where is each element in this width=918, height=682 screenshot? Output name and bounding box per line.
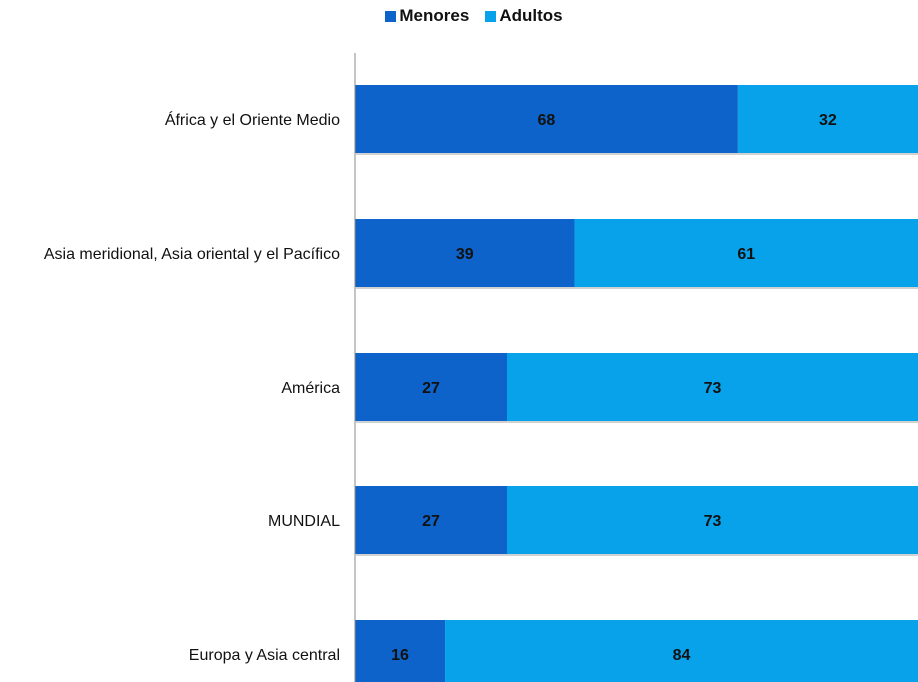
- category-label-3: MUNDIAL: [268, 513, 340, 530]
- data-label-menores-0: 68: [538, 112, 556, 129]
- category-label-1: Asia meridional, Asia oriental y el Pací…: [44, 246, 340, 263]
- data-label-adultos-3: 73: [704, 513, 722, 530]
- bar-adultos-4: [445, 620, 918, 682]
- legend-label-adultos: Adultos: [499, 6, 563, 25]
- legend-item-adultos: Adultos: [485, 6, 563, 26]
- data-label-adultos-4: 84: [673, 647, 691, 664]
- data-label-menores-2: 27: [422, 380, 440, 397]
- data-label-adultos-2: 73: [704, 380, 722, 397]
- data-label-adultos-1: 61: [737, 246, 755, 263]
- data-label-menores-4: 16: [391, 647, 409, 664]
- category-label-2: América: [281, 380, 340, 397]
- bar-menores-1: [355, 219, 575, 287]
- legend-swatch-adultos: [485, 10, 497, 22]
- data-label-menores-3: 27: [422, 513, 440, 530]
- bar-menores-0: [355, 85, 738, 153]
- category-label-0: África y el Oriente Medio: [165, 110, 340, 129]
- chart-legend: Menores Adultos: [0, 6, 918, 26]
- legend-item-menores: Menores: [385, 6, 469, 26]
- bar-menores-4: [355, 620, 446, 682]
- bar-menores-2: [355, 353, 508, 421]
- legend-label-menores: Menores: [399, 6, 470, 25]
- bar-adultos-1: [574, 219, 918, 287]
- bar-adultos-0: [737, 85, 918, 153]
- bar-adultos-3: [507, 486, 918, 554]
- legend-swatch-menores: [385, 10, 397, 22]
- category-label-4: Europa y Asia central: [189, 647, 340, 664]
- data-label-adultos-0: 32: [819, 112, 837, 129]
- bar-menores-3: [355, 486, 508, 554]
- bar-adultos-2: [507, 353, 918, 421]
- data-label-menores-1: 39: [456, 246, 474, 263]
